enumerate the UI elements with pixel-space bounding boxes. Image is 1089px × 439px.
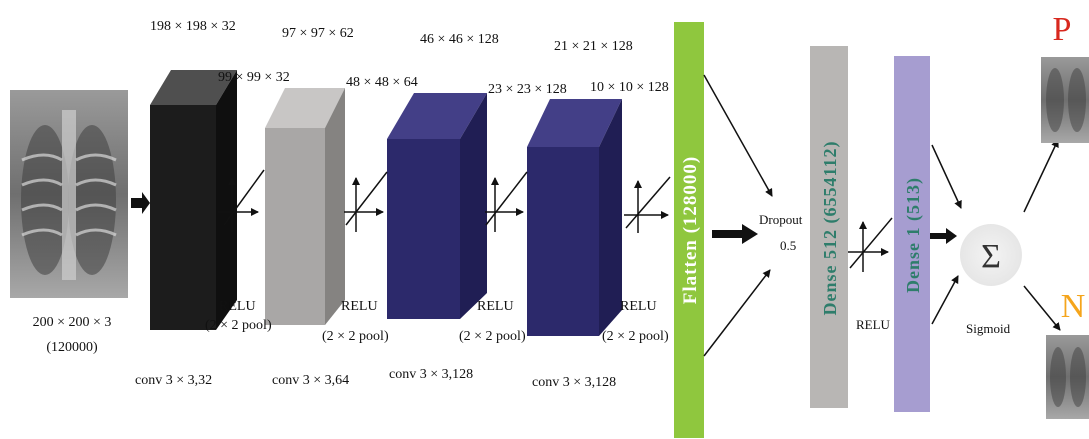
flatten-label: Flatten (128000): [680, 156, 701, 304]
block-4-output-top: 21 × 21 × 128: [554, 39, 633, 54]
activation-glyph-dense: [848, 217, 893, 272]
block-2-conv-label: conv 3 × 3,64: [272, 373, 350, 388]
conv-block-4: [527, 99, 622, 336]
block-1-output-pool: 99 × 99 × 32: [218, 70, 290, 85]
block-3-output-pool: 23 × 23 × 128: [488, 82, 567, 97]
sigmoid-sum-node: [960, 224, 1022, 286]
output-xray-positive: [1041, 57, 1089, 143]
activation-glyph-2: [344, 171, 388, 232]
block-2-output-top: 97 × 97 × 62: [282, 26, 354, 41]
sum-symbol: Σ: [981, 238, 1001, 275]
block-1-conv-label: conv 3 × 3,32: [135, 373, 213, 388]
block-1-relu-label: RELU: [219, 299, 256, 314]
output-xray-negative: [1046, 335, 1089, 419]
block-1-pool-label: (2 × 2 pool): [205, 318, 272, 333]
block-3-output-top: 46 × 46 × 128: [420, 32, 499, 47]
sigmoid-label: Sigmoid: [966, 321, 1011, 336]
conv-block-3: [387, 93, 487, 319]
block-2-relu-label: RELU: [341, 299, 378, 314]
block-2-output-pool: 48 × 48 × 64: [346, 75, 418, 90]
sum-arrow-icon: [930, 228, 957, 244]
output-letter-positive: P: [1053, 11, 1072, 48]
dense-512-layer: [810, 46, 848, 408]
block-4-conv-label: conv 3 × 3,128: [532, 375, 617, 390]
block-3-relu-label: RELU: [477, 299, 514, 314]
block-2-pool-label: (2 × 2 pool): [322, 329, 389, 344]
flatten-dropout-arrows: [703, 74, 773, 357]
block-3-pool-label: (2 × 2 pool): [459, 329, 526, 344]
dense-sum-arrows: [931, 144, 962, 325]
dense-1-layer: [894, 56, 930, 412]
flatten-layer: [674, 22, 704, 438]
dense-relu-label: RELU: [856, 317, 890, 332]
output-arrows: [1023, 139, 1061, 331]
dense-1-label: Dense 1 (513): [903, 177, 924, 293]
dropout-value: 0.5: [780, 238, 797, 253]
activation-glyph-1: [218, 169, 265, 232]
conv-block-1: [150, 70, 237, 330]
output-letter-negative: N: [1061, 288, 1086, 325]
conv-block-2: [265, 88, 345, 325]
block-4-pool-label: (2 × 2 pool): [602, 329, 669, 344]
input-arrow-icon: [131, 192, 150, 214]
activation-glyph-3: [485, 171, 528, 232]
dropout-arrow-icon: [712, 224, 758, 244]
input-dims-label: 200 × 200 × 3: [32, 315, 112, 330]
dense-512-label: Dense 512 (6554112): [820, 141, 841, 316]
dropout-label: Dropout: [759, 212, 803, 227]
input-xray-image: [10, 90, 128, 298]
input-size-label: (120000): [46, 340, 98, 355]
activation-glyph-4: [624, 176, 671, 233]
block-4-relu-label: RELU: [620, 299, 657, 314]
block-1-output-top: 198 × 198 × 32: [150, 19, 236, 34]
block-3-conv-label: conv 3 × 3,128: [389, 367, 474, 382]
block-4-output-pool: 10 × 10 × 128: [590, 80, 669, 95]
